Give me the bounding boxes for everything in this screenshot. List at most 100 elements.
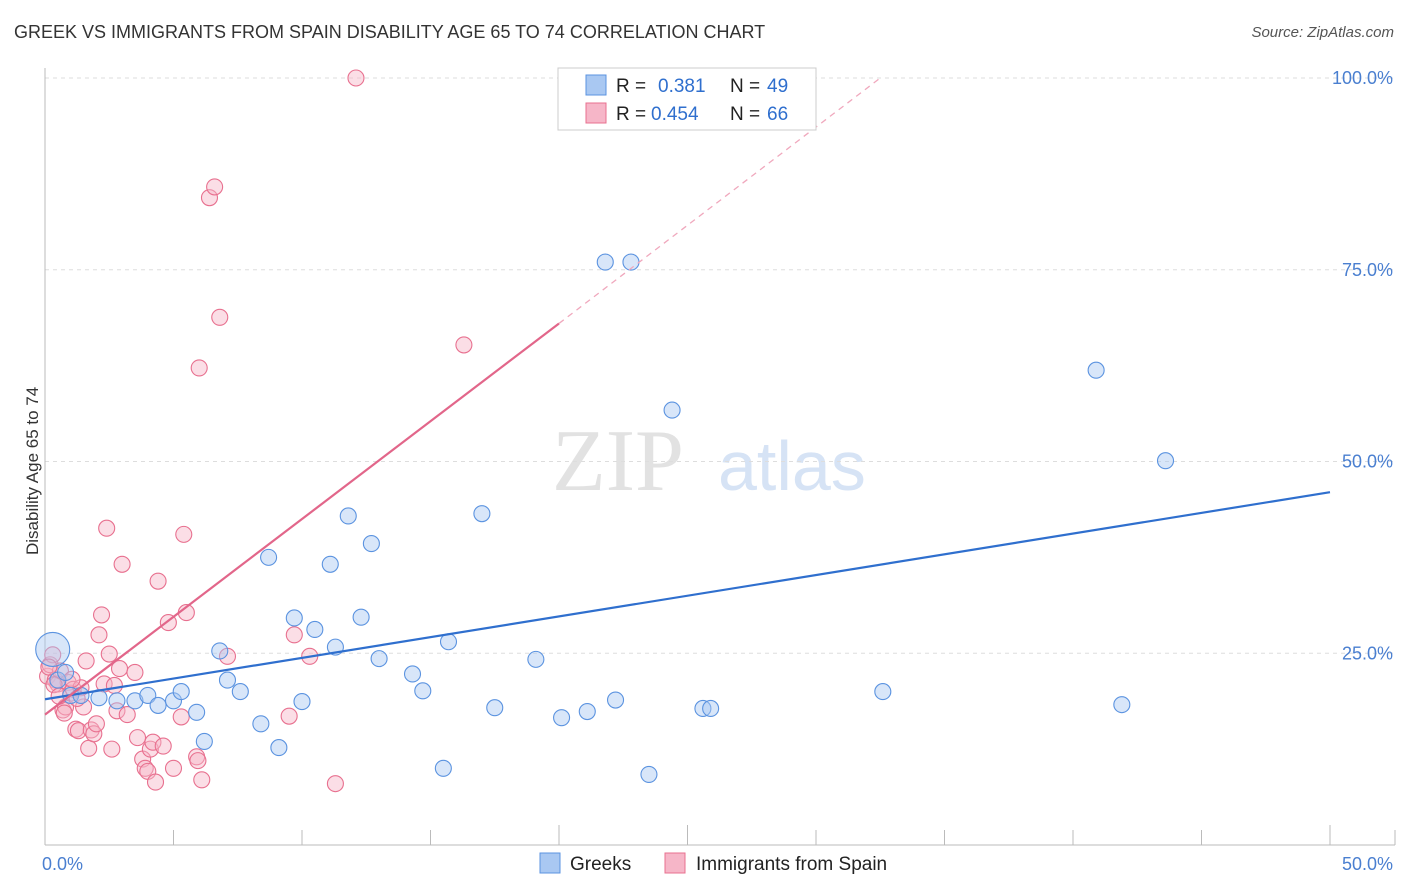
spain-point xyxy=(126,663,144,681)
spain-point xyxy=(175,525,193,543)
spain-point xyxy=(455,336,473,354)
greek-point xyxy=(126,692,144,710)
spain-point xyxy=(92,606,111,624)
legend-greeks-n-label: N = xyxy=(730,76,760,97)
greek-point xyxy=(149,696,167,714)
spain-point xyxy=(326,775,344,793)
spain-point xyxy=(285,626,303,644)
spain-point xyxy=(100,645,118,663)
spain-point xyxy=(164,759,183,777)
greek-point xyxy=(339,507,357,525)
spain-point xyxy=(172,708,190,726)
greek-point xyxy=(35,631,71,667)
y-axis-label: Disability Age 65 to 74 xyxy=(23,387,42,555)
spain-point xyxy=(128,729,147,747)
spain-point xyxy=(190,359,208,377)
greeks-series xyxy=(35,253,1175,783)
greek-point xyxy=(1087,361,1105,379)
greek-point xyxy=(285,609,303,627)
y-tick-label: 25.0% xyxy=(1342,643,1393,663)
chart-title: GREEK VS IMMIGRANTS FROM SPAIN DISABILIT… xyxy=(14,22,766,42)
legend-spain-r-value: 0.454 xyxy=(651,104,699,125)
bottom-legend-spain-label: Immigrants from Spain xyxy=(696,854,887,875)
greek-point xyxy=(108,692,126,710)
greek-point xyxy=(252,715,270,733)
spain-point xyxy=(141,740,159,758)
legend: R = 0.381 N = 49 R = 0.454 N = 66 xyxy=(557,67,817,131)
greek-point xyxy=(414,682,432,700)
greek-point xyxy=(370,650,388,668)
legend-greeks-r-label: R = xyxy=(616,76,646,97)
greek-point xyxy=(606,691,625,709)
greek-point xyxy=(702,699,720,718)
bottom-legend-spain-swatch xyxy=(664,852,686,874)
axes xyxy=(44,68,1396,846)
spain-point xyxy=(154,737,172,755)
spain-series xyxy=(39,69,473,793)
greek-point xyxy=(231,683,249,701)
greek-point xyxy=(403,665,422,683)
spain-point xyxy=(80,739,98,757)
greek-point xyxy=(172,683,190,701)
spain-point xyxy=(55,704,73,722)
spain-point xyxy=(280,707,298,725)
greek-point xyxy=(195,732,213,751)
trend-lines xyxy=(44,77,1331,716)
legend-greeks-n-value: 49 xyxy=(767,76,788,97)
spain-point xyxy=(85,725,103,743)
tick-labels: 25.0% 50.0% 75.0% 100.0% 0.0% 50.0% xyxy=(42,68,1393,874)
y-tick-label: 100.0% xyxy=(1332,68,1393,88)
spain-point xyxy=(40,658,58,676)
greek-point xyxy=(260,548,278,566)
greek-point xyxy=(1113,696,1131,714)
legend-spain-n-label: N = xyxy=(730,104,760,125)
greek-point xyxy=(306,620,324,639)
spain-point xyxy=(189,752,207,770)
spain-point xyxy=(193,771,211,789)
spain-trend-line xyxy=(44,322,560,716)
greek-point xyxy=(553,709,571,727)
spain-point xyxy=(113,555,131,573)
legend-spain-n-value: 66 xyxy=(767,104,788,125)
spain-point xyxy=(149,572,167,590)
greek-point xyxy=(139,686,157,704)
greek-point xyxy=(874,683,892,701)
spain-point xyxy=(347,69,365,87)
y-tick-label: 50.0% xyxy=(1342,452,1393,472)
greek-point xyxy=(640,765,658,783)
bottom-legend: Greeks Immigrants from Spain xyxy=(539,852,887,875)
legend-spain-r-label: R = xyxy=(616,104,646,125)
spain-point xyxy=(146,773,165,791)
legend-spain-swatch xyxy=(585,102,607,124)
spain-point xyxy=(118,706,136,724)
greeks-trend-line xyxy=(44,491,1331,701)
legend-greeks-swatch xyxy=(585,74,607,96)
greek-point xyxy=(188,703,206,721)
spain-point xyxy=(108,702,126,720)
spain-point xyxy=(98,519,116,537)
source-credit: Source: ZipAtlas.com xyxy=(1251,24,1394,41)
bottom-legend-greeks-label: Greeks xyxy=(570,854,631,875)
x-tick-label: 0.0% xyxy=(42,854,83,874)
greek-point xyxy=(57,663,75,681)
greek-point xyxy=(293,693,311,711)
bottom-legend-greeks-swatch xyxy=(539,852,561,874)
greek-point xyxy=(362,535,380,553)
greek-point xyxy=(211,642,229,660)
x-tick-label: 50.0% xyxy=(1342,854,1393,874)
watermark-atlas: atlas xyxy=(718,427,866,505)
greek-point xyxy=(596,253,614,271)
spain-point xyxy=(87,715,105,733)
spain-trend-extension xyxy=(558,77,881,324)
spain-point xyxy=(77,652,95,670)
spain-point xyxy=(144,733,162,751)
spain-point xyxy=(206,178,224,196)
greek-point xyxy=(486,699,504,717)
greek-point xyxy=(473,505,491,523)
spain-point xyxy=(136,759,154,777)
spain-point xyxy=(105,676,123,695)
greek-point xyxy=(321,555,339,573)
greek-point xyxy=(434,759,452,777)
greek-point xyxy=(527,650,545,668)
